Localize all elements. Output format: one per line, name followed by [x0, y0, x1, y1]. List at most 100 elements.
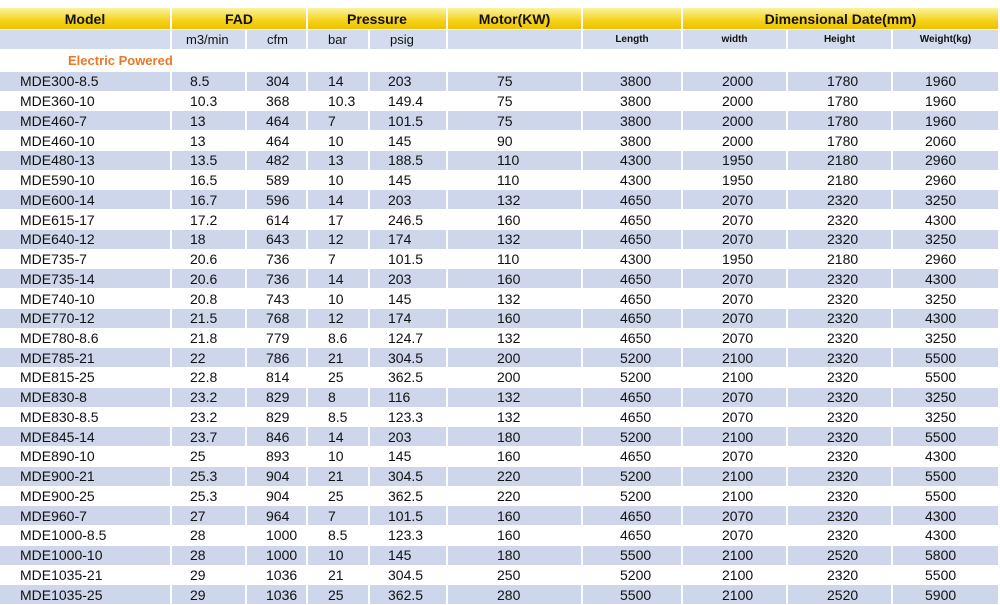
data-cell: 4300: [893, 526, 1000, 546]
data-cell: 4650: [583, 447, 683, 467]
data-cell: 2000: [683, 131, 788, 151]
data-cell: 2070: [683, 328, 788, 349]
data-cell: 589: [247, 170, 308, 191]
data-cell: 2100: [683, 585, 788, 605]
data-cell: 116: [370, 387, 448, 408]
data-cell: 1036: [247, 585, 308, 605]
data-cell: 643: [247, 229, 308, 250]
data-cell: 280: [448, 585, 583, 605]
data-cell: 3250: [893, 229, 1000, 250]
data-cell: 174: [370, 229, 448, 250]
data-cell: 2000: [683, 72, 788, 92]
data-cell: 2180: [788, 249, 893, 270]
data-cell: 4300: [583, 249, 683, 270]
data-cell: 220: [448, 486, 583, 507]
data-cell: 829: [247, 387, 308, 408]
data-cell: 23.2: [172, 407, 247, 428]
data-cell: 101.5: [370, 506, 448, 527]
data-cell: 7: [308, 249, 370, 270]
data-cell: 13.5: [172, 150, 247, 171]
data-cell: 768: [247, 308, 308, 329]
data-cell: 14: [308, 190, 370, 211]
data-cell: 160: [448, 447, 583, 467]
data-cell: 28: [172, 545, 247, 566]
model-cell: MDE735-14: [0, 269, 172, 290]
data-cell: 180: [448, 545, 583, 566]
data-cell: 1960: [893, 72, 1000, 92]
data-cell: 2320: [788, 387, 893, 408]
data-cell: 2320: [788, 486, 893, 507]
data-cell: 8.6: [308, 328, 370, 349]
data-cell: 964: [247, 506, 308, 527]
data-cell: 1960: [893, 111, 1000, 132]
data-cell: 2070: [683, 526, 788, 546]
unit-header: bar: [308, 30, 370, 50]
data-cell: 304: [247, 72, 308, 92]
unit-header: m3/min: [172, 30, 247, 50]
data-cell: 16.5: [172, 170, 247, 191]
data-cell: 25.3: [172, 466, 247, 487]
data-cell: 12: [308, 308, 370, 329]
data-cell: 29: [172, 585, 247, 605]
model-cell: MDE1000-8.5: [0, 526, 172, 546]
data-cell: 8.5: [308, 407, 370, 428]
data-cell: 2100: [683, 466, 788, 487]
model-cell: MDE815-25: [0, 368, 172, 388]
data-cell: 304.5: [370, 466, 448, 487]
model-cell: MDE300-8.5: [0, 72, 172, 92]
data-cell: 2000: [683, 91, 788, 112]
data-cell: 203: [370, 190, 448, 211]
data-cell: 893: [247, 447, 308, 467]
data-cell: 368: [247, 91, 308, 112]
header-cell: [583, 8, 683, 30]
model-cell: MDE830-8.5: [0, 407, 172, 428]
data-cell: 3800: [583, 131, 683, 151]
data-cell: 2320: [788, 368, 893, 388]
data-cell: 21.5: [172, 308, 247, 329]
data-cell: 2320: [788, 447, 893, 467]
data-cell: 2320: [788, 210, 893, 230]
data-cell: 2070: [683, 308, 788, 329]
data-cell: 17: [308, 210, 370, 230]
data-cell: 2070: [683, 210, 788, 230]
data-cell: 2320: [788, 229, 893, 250]
data-cell: 12: [308, 229, 370, 250]
data-cell: 2320: [788, 466, 893, 487]
data-cell: 25.3: [172, 486, 247, 507]
data-cell: 25: [308, 486, 370, 507]
unit-header: psig: [370, 30, 448, 50]
model-cell: MDE480-13: [0, 150, 172, 171]
data-cell: 786: [247, 348, 308, 369]
data-cell: 75: [448, 91, 583, 112]
data-cell: 4650: [583, 387, 683, 408]
data-cell: 1950: [683, 170, 788, 191]
data-cell: 132: [448, 289, 583, 309]
model-cell: MDE1000-10: [0, 545, 172, 566]
data-cell: 5500: [893, 348, 1000, 369]
data-cell: 2320: [788, 565, 893, 586]
data-cell: 250: [448, 565, 583, 586]
model-cell: MDE615-17: [0, 210, 172, 230]
model-cell: MDE1035-25: [0, 585, 172, 605]
data-cell: 1036: [247, 565, 308, 586]
data-cell: 2960: [893, 170, 1000, 191]
data-cell: 2520: [788, 545, 893, 566]
data-cell: 4650: [583, 289, 683, 309]
data-cell: 4650: [583, 210, 683, 230]
data-cell: 132: [448, 407, 583, 428]
data-cell: 8: [308, 387, 370, 408]
data-cell: 596: [247, 190, 308, 211]
data-cell: 21: [308, 348, 370, 369]
data-cell: 4650: [583, 190, 683, 211]
data-cell: 75: [448, 72, 583, 92]
data-cell: 362.5: [370, 368, 448, 388]
model-cell: MDE360-10: [0, 91, 172, 112]
data-cell: 4650: [583, 526, 683, 546]
data-cell: 2070: [683, 447, 788, 467]
data-cell: 23.7: [172, 427, 247, 448]
unit-header: width: [683, 30, 788, 50]
data-cell: 4650: [583, 407, 683, 428]
data-cell: 16.7: [172, 190, 247, 211]
data-cell: 4300: [893, 506, 1000, 527]
